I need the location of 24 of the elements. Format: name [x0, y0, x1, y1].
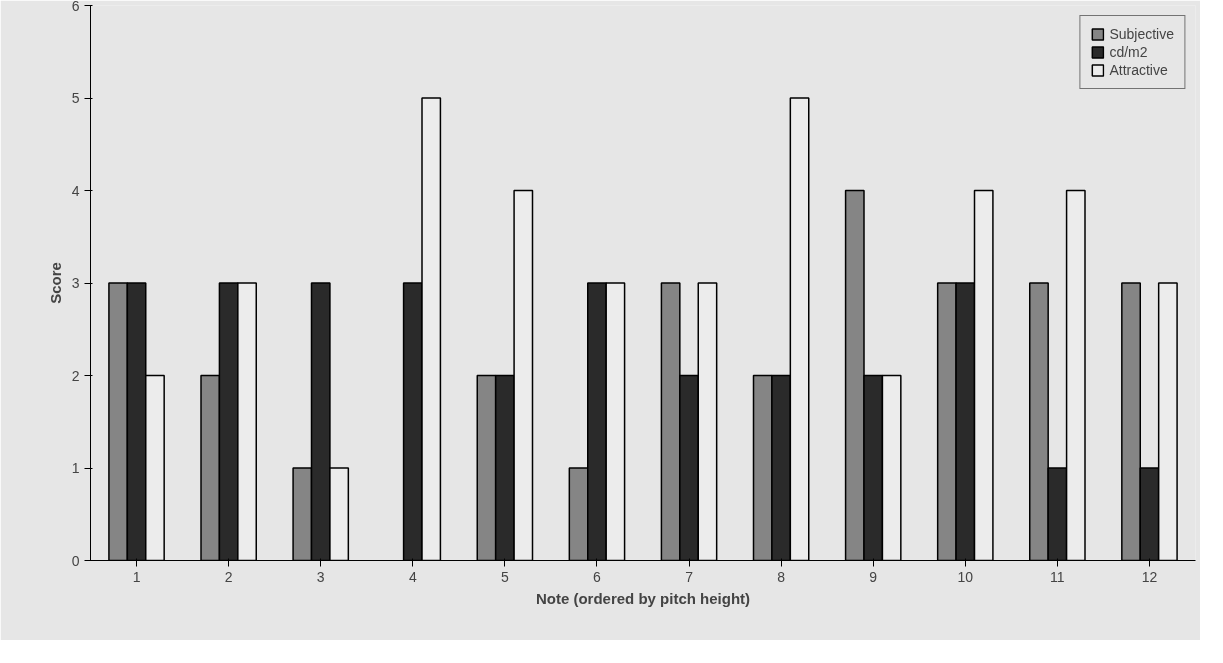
legend-label: cd/m2 [1109, 44, 1148, 60]
x-tick-label: 3 [316, 568, 325, 585]
y-tick-label: 3 [71, 275, 80, 291]
y-axis-title: Score [46, 262, 64, 304]
x-tick-label: 1 [132, 568, 141, 585]
x-tick-label: 2 [224, 568, 233, 585]
x-tick-label: 10 [957, 568, 974, 585]
y-tick-label: 5 [71, 90, 80, 106]
x-tick-label: 7 [685, 568, 694, 585]
x-tick-label: 11 [1050, 568, 1065, 585]
y-tick-label: 1 [71, 460, 80, 476]
x-tick-label: 9 [869, 568, 878, 585]
x-axis-title: Note (ordered by pitch height) [535, 589, 751, 607]
y-tick-label: 6 [71, 0, 80, 14]
y-tick-label: 4 [71, 182, 80, 199]
x-tick-label: 5 [500, 568, 509, 585]
x-tick-label: 12 [1141, 568, 1158, 585]
x-tick-label: 8 [777, 568, 786, 585]
legend-label: Subjective [1109, 26, 1174, 42]
x-tick-label: 6 [593, 568, 602, 585]
legend-label: Attractive [1109, 62, 1168, 78]
y-tick-label: 2 [71, 367, 80, 384]
x-tick-label: 4 [408, 568, 417, 585]
y-tick-label: 0 [71, 552, 80, 569]
